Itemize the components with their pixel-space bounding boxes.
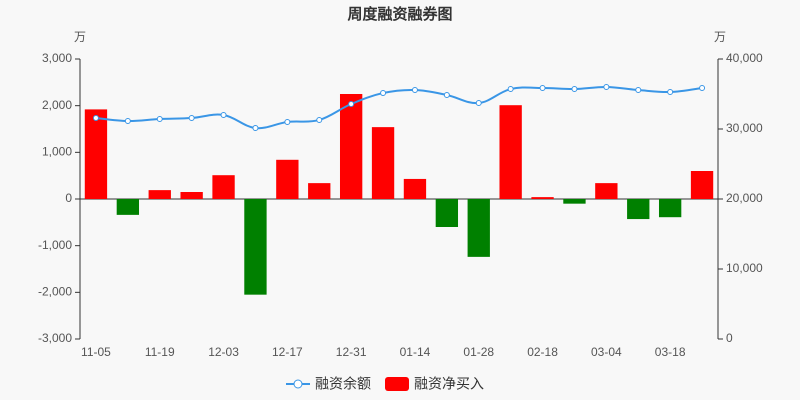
x-tick-label: 12-17 [272,345,303,359]
bar [148,190,171,199]
line-point [539,84,546,91]
legend-label: 融资净买入 [414,376,484,392]
line-point [571,86,578,93]
x-tick-label: 11-19 [145,345,175,359]
y-tick-label: -1,000 [38,238,72,252]
y2-unit: 万 [714,30,726,44]
line-point [507,86,514,93]
y-tick-label: 1,000 [42,145,72,159]
line-point [411,87,418,94]
bar [371,127,395,199]
y-tick-label: 3,000 [42,51,72,65]
bar [531,197,554,199]
bar [658,199,682,218]
bar [276,159,299,199]
bar [244,199,267,295]
bar [467,199,490,257]
y2-tick-label: 10,000 [726,261,763,275]
line-point [380,90,387,97]
legend-marker [293,379,303,389]
bar [180,192,203,199]
x-tick-label: 11-05 [81,345,111,359]
line-point [92,115,99,122]
bar [212,175,235,199]
y-unit: 万 [74,30,86,44]
bar [339,94,363,199]
bar [499,105,522,199]
bar [627,199,650,220]
y2-tick-label: 30,000 [726,121,763,135]
line-point [635,87,642,94]
bar [435,199,459,227]
y2-tick-label: 40,000 [726,51,763,65]
line-point [348,101,355,108]
bar [563,199,586,204]
x-tick-label: 01-14 [400,345,431,359]
line-point [316,116,323,123]
line-point [188,115,195,122]
y2-tick-label: 20,000 [726,191,763,205]
x-tick-label: 12-03 [208,345,239,359]
line-point [603,84,610,90]
line-point [443,91,450,98]
y-tick-label: -2,000 [38,285,72,299]
legend-label: 融资余额 [315,376,371,392]
line-point [667,88,674,95]
bar [403,178,427,199]
line-point [252,125,259,132]
y-tick-label: 2,000 [42,98,72,112]
bar [84,109,108,199]
x-tick-label: 03-18 [655,345,686,359]
x-tick-label: 01-28 [463,345,494,359]
chart-title: 周度融资融券图 [347,5,452,23]
line-point [699,84,706,91]
line-point [220,112,227,118]
bar [595,183,618,199]
bar [690,171,714,199]
x-tick-label: 02-18 [527,345,558,359]
x-tick-label: 12-31 [336,345,367,359]
y-tick-label: -3,000 [38,331,72,345]
bar [308,183,331,199]
line-point [124,118,131,125]
y-tick-label: 0 [65,191,72,205]
bar [116,199,140,215]
line-point [475,100,482,107]
line-point [156,115,163,122]
legend-swatch [385,377,409,391]
y2-tick-label: 0 [726,331,733,345]
x-tick-label: 03-04 [591,345,622,359]
line-point [284,119,291,125]
